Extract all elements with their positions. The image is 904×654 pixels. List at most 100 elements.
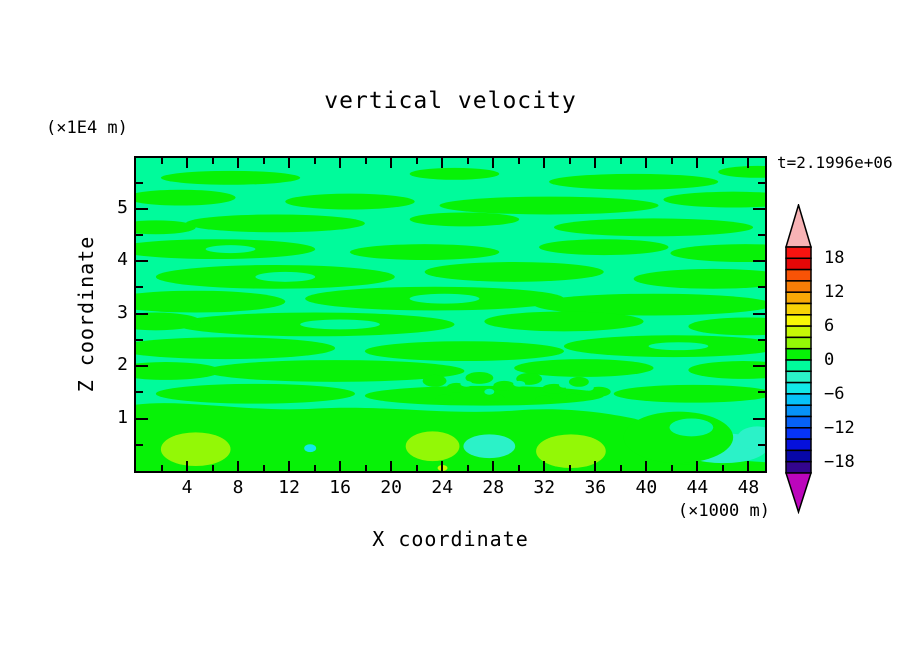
x-tick-label: 4 — [181, 477, 193, 498]
x-tick — [262, 158, 265, 164]
x-tick-label: 40 — [635, 477, 658, 498]
colorbar-band — [785, 347, 812, 361]
x-tick-label: 44 — [686, 477, 709, 498]
y-tick — [136, 312, 148, 315]
x-tick — [619, 465, 622, 471]
y-tick — [753, 260, 765, 263]
contour-noise-region — [422, 371, 611, 404]
x-tick — [211, 465, 214, 471]
y-tick-label: 1 — [117, 406, 128, 428]
contour-field — [136, 158, 765, 471]
x-tick — [237, 461, 240, 471]
x-tick-label: 28 — [482, 477, 505, 498]
x-tick — [262, 465, 265, 471]
time-annotation: t=2.1996e+06 — [777, 153, 893, 172]
y-tick — [758, 338, 765, 341]
contour-updraft-cores — [160, 431, 606, 469]
x-tick — [415, 465, 418, 471]
x-tick — [670, 158, 673, 164]
x-tick — [160, 158, 163, 164]
colorbar-band — [785, 381, 812, 395]
x-tick-label: 20 — [380, 477, 403, 498]
colorbar-tick-label: 12 — [824, 282, 845, 303]
y-tick — [136, 207, 148, 210]
x-axis-title: X coordinate — [372, 527, 529, 551]
y-tick-label: 2 — [117, 354, 128, 376]
y-tick — [136, 181, 143, 184]
colorbar-band — [785, 427, 812, 440]
x-tick-label: 32 — [533, 477, 556, 498]
y-axis-unit-label: (×1E4 m) — [46, 118, 128, 138]
x-tick — [517, 158, 520, 164]
y-tick — [758, 234, 765, 237]
x-axis-unit-label: (×1000 m) — [677, 501, 770, 521]
x-tick — [466, 465, 469, 471]
y-axis-title: Z coordinate — [74, 235, 98, 393]
x-tick — [594, 461, 597, 471]
y-tick — [753, 417, 765, 420]
contour-mound-hole — [669, 418, 714, 437]
x-tick — [237, 158, 240, 168]
y-tick — [136, 338, 143, 341]
x-tick — [747, 461, 750, 471]
y-tick — [136, 260, 148, 263]
x-tick-label: 12 — [278, 477, 300, 498]
x-tick — [186, 461, 189, 471]
colorbar-band — [785, 302, 812, 316]
x-tick — [415, 158, 418, 164]
y-tick — [758, 181, 765, 184]
y-tick — [136, 417, 148, 420]
x-tick — [645, 158, 648, 168]
x-tick — [288, 461, 291, 471]
x-tick — [288, 158, 291, 168]
x-tick-label: 48 — [737, 477, 760, 498]
colorbar-tick-label: −6 — [824, 383, 845, 404]
colorbar-band — [785, 268, 812, 282]
y-tick — [758, 286, 765, 289]
x-tick — [568, 465, 571, 471]
x-tick — [466, 158, 469, 164]
y-tick — [753, 312, 765, 315]
y-tick — [136, 391, 143, 394]
colorbar-tick-label: −12 — [824, 417, 855, 438]
contour-downdraft-core — [304, 444, 317, 453]
y-tick — [758, 391, 765, 394]
x-tick — [441, 158, 444, 168]
x-tick-label: 16 — [329, 477, 351, 498]
colorbar-band — [785, 393, 812, 406]
y-tick-label: 4 — [117, 249, 128, 271]
contour-streaks — [136, 165, 765, 406]
x-tick — [747, 158, 750, 168]
colorbar-band — [785, 460, 812, 474]
y-tick-label: 5 — [117, 196, 128, 218]
x-tick-label: 8 — [232, 477, 244, 498]
contour-streak-holes — [205, 245, 709, 351]
colorbar-tick-label: 6 — [824, 316, 835, 337]
x-tick — [543, 158, 546, 168]
colorbar — [784, 204, 813, 514]
contour-surface-strip — [673, 464, 765, 471]
y-tick-label: 3 — [117, 301, 128, 323]
y-tick — [753, 207, 765, 210]
y-tick — [136, 443, 143, 446]
colorbar-band — [785, 359, 812, 373]
x-tick — [619, 158, 622, 164]
x-tick — [517, 465, 520, 471]
colorbar-band — [785, 449, 812, 463]
x-tick — [721, 465, 724, 471]
colorbar-band — [785, 257, 812, 271]
x-tick — [339, 461, 342, 471]
x-tick — [492, 158, 495, 168]
y-tick — [753, 365, 765, 368]
contour-mound — [623, 411, 734, 464]
x-tick — [211, 158, 214, 164]
x-tick — [645, 461, 648, 471]
colorbar-tick-label: 18 — [824, 248, 845, 269]
chart-title: vertical velocity — [324, 88, 577, 114]
x-tick — [364, 158, 367, 164]
colorbar-band — [785, 336, 812, 350]
colorbar-band — [785, 370, 812, 384]
x-tick — [568, 158, 571, 164]
x-tick — [186, 158, 189, 168]
x-tick — [313, 465, 316, 471]
